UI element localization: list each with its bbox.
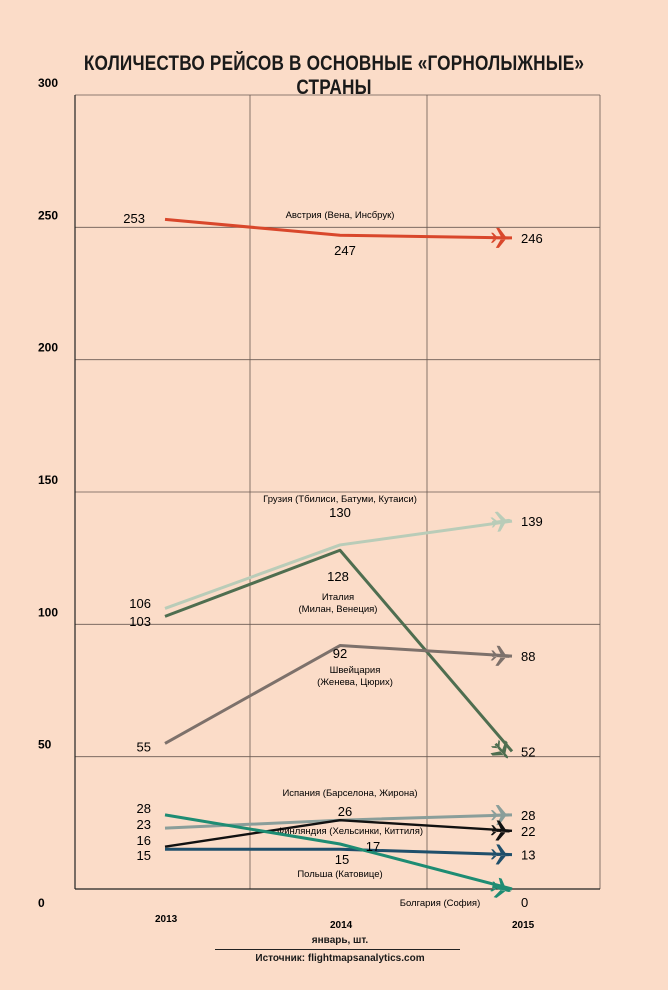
y-tick-label: 100 <box>38 605 58 619</box>
airplane-icon <box>490 739 509 759</box>
divider <box>215 949 460 950</box>
data-label: 15 <box>137 848 151 863</box>
data-label: 247 <box>334 243 356 258</box>
data-label: 28 <box>521 808 535 823</box>
series-line <box>165 847 513 857</box>
data-label: 55 <box>137 739 151 754</box>
series-line <box>164 217 513 240</box>
data-label: 130 <box>329 505 351 520</box>
data-label: 103 <box>129 614 151 629</box>
x-tick-label: 2015 <box>512 920 535 931</box>
series-name: Польша (Катовице) <box>297 869 382 880</box>
series-line <box>164 644 513 745</box>
y-tick-label: 150 <box>38 473 58 487</box>
series-name: Грузия (Тбилиси, Батуми, Кутаиси) <box>263 494 417 505</box>
series-name: Италия <box>322 592 354 603</box>
airplane-icon <box>490 227 511 248</box>
y-tick-label: 200 <box>38 341 58 355</box>
series-line <box>164 818 513 848</box>
series-name: Финляндия (Хельсинки, Киттиля) <box>277 826 423 837</box>
airplane-icon <box>490 511 511 532</box>
data-label: 92 <box>333 646 347 661</box>
x-tick-label: 2014 <box>330 920 353 931</box>
x-axis-label: январь, шт. <box>311 935 369 946</box>
data-label: 128 <box>327 569 349 584</box>
y-tick-label: 50 <box>38 738 52 752</box>
series-line <box>164 519 513 610</box>
data-label: 246 <box>521 231 543 246</box>
series-name: Болгария (София) <box>400 898 481 909</box>
y-tick-label: 300 <box>38 76 58 90</box>
data-label: 16 <box>137 833 151 848</box>
data-label: 139 <box>521 514 543 529</box>
data-label: 22 <box>521 824 535 839</box>
series-name: (Женева, Цюрих) <box>317 677 393 688</box>
series-line <box>164 548 514 753</box>
series-name: Испания (Барселона, Жирона) <box>282 788 417 799</box>
airplane-icon <box>490 820 511 841</box>
data-label: 253 <box>123 211 145 226</box>
airplane-icon <box>490 877 511 898</box>
y-tick-label: 250 <box>38 208 58 222</box>
data-label: 23 <box>137 817 151 832</box>
source-note: Источник: flightmapsanalytics.com <box>255 953 425 964</box>
airplane-icon <box>490 844 511 865</box>
y-tick-label: 0 <box>38 896 45 910</box>
series-name: Австрия (Вена, Инсбрук) <box>286 210 395 221</box>
data-label: 26 <box>338 804 352 819</box>
data-label: 13 <box>521 848 535 863</box>
data-label: 15 <box>335 852 349 867</box>
series-line <box>164 813 513 891</box>
chart-title: КОЛИЧЕСТВО РЕЙСОВ В ОСНОВНЫЕ «ГОРНОЛЫЖНЫ… <box>83 52 585 99</box>
airplane-icon <box>490 804 511 826</box>
x-tick-label: 2013 <box>155 914 178 925</box>
airplane-icon <box>490 645 511 666</box>
data-label: 106 <box>129 596 151 611</box>
data-label: 17 <box>366 839 380 854</box>
data-label: 88 <box>521 649 535 664</box>
data-label: 0 <box>521 895 528 910</box>
data-label: 52 <box>521 744 535 759</box>
data-label: 28 <box>137 801 151 816</box>
series-name: (Милан, Венеция) <box>299 604 378 615</box>
series-name: Швейцария <box>330 665 381 676</box>
